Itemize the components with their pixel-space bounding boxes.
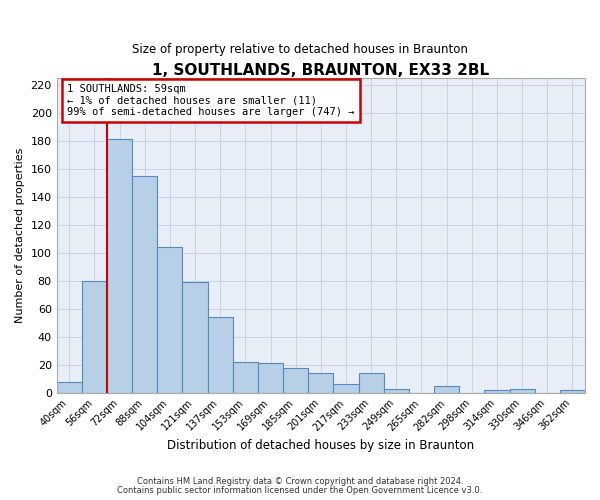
Bar bbox=[132, 176, 157, 393]
Bar bbox=[434, 386, 459, 393]
Bar bbox=[56, 382, 82, 393]
Text: Contains public sector information licensed under the Open Government Licence v3: Contains public sector information licen… bbox=[118, 486, 482, 495]
Bar bbox=[308, 373, 334, 393]
Bar bbox=[157, 247, 182, 393]
Bar bbox=[107, 139, 132, 393]
Bar bbox=[82, 280, 107, 393]
Bar bbox=[359, 373, 384, 393]
Y-axis label: Number of detached properties: Number of detached properties bbox=[15, 148, 25, 323]
Bar bbox=[484, 390, 509, 393]
Title: 1, SOUTHLANDS, BRAUNTON, EX33 2BL: 1, SOUTHLANDS, BRAUNTON, EX33 2BL bbox=[152, 62, 490, 78]
Text: Contains HM Land Registry data © Crown copyright and database right 2024.: Contains HM Land Registry data © Crown c… bbox=[137, 477, 463, 486]
Bar bbox=[233, 362, 258, 393]
Bar bbox=[509, 388, 535, 393]
X-axis label: Distribution of detached houses by size in Braunton: Distribution of detached houses by size … bbox=[167, 440, 475, 452]
Bar bbox=[182, 282, 208, 393]
Text: Size of property relative to detached houses in Braunton: Size of property relative to detached ho… bbox=[132, 42, 468, 56]
Bar bbox=[384, 388, 409, 393]
Bar bbox=[334, 384, 359, 393]
Bar bbox=[283, 368, 308, 393]
Bar bbox=[208, 317, 233, 393]
Bar bbox=[560, 390, 585, 393]
Text: 1 SOUTHLANDS: 59sqm
← 1% of detached houses are smaller (11)
99% of semi-detache: 1 SOUTHLANDS: 59sqm ← 1% of detached hou… bbox=[67, 84, 355, 117]
Bar bbox=[258, 364, 283, 393]
